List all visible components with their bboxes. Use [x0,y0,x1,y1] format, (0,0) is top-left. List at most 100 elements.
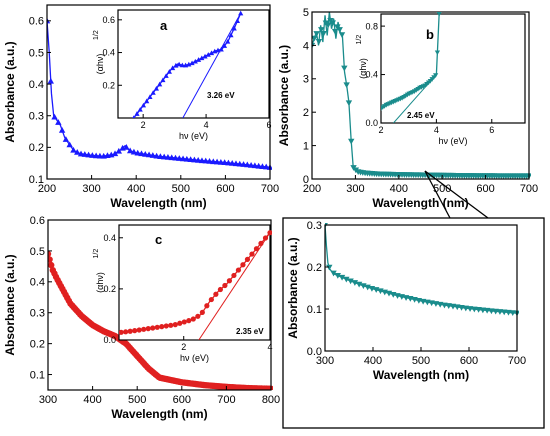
inset-y-label: (αhν) 1/2 [93,249,105,293]
marker-10 [163,323,169,329]
marker-7 [70,146,77,153]
series-markers [312,17,531,179]
inset-x-label: hν (eV) [179,131,208,141]
marker-8 [355,281,363,288]
marker-29 [249,251,255,257]
marker-19 [192,58,198,64]
marker-20 [208,296,214,303]
marker-3 [55,119,62,125]
marker-53 [244,161,251,168]
x-tick-label: 500 [172,183,190,195]
marker-7 [324,22,332,29]
marker-6 [150,90,156,95]
x-tick-label: 400 [390,183,408,195]
panel-a: 200 300 400 500 600 700 0.1 0.2 0.3 0.4 0.5 0.6 Wave… [3,4,279,210]
marker-4 [318,27,325,33]
marker-23 [205,52,211,57]
x-tick-label: 6 [266,120,271,130]
marker-17 [348,138,355,145]
marker-59 [266,164,272,170]
marker-31 [231,25,237,31]
inset-y-label-exp: 1/2 [93,30,100,40]
x-tick-label: 6 [489,125,494,135]
marker-21 [213,291,219,297]
marker-37 [479,307,487,314]
y-tick-label: 0.2 [30,338,45,350]
y-tick-label: 0.2 [307,262,322,274]
inset-y-label-exp: 1/2 [93,249,100,259]
marker-3 [132,328,138,334]
plot-frame [324,224,518,352]
x-tick-label: 4 [434,125,439,135]
marker-6 [66,141,73,148]
marker-29 [153,152,160,159]
marker-1 [326,264,333,271]
marker-0 [312,42,316,49]
marker-2 [127,328,133,334]
marker-16 [190,316,196,322]
series-markers [119,230,272,335]
panel-zoom: 300 400 500 600 700 0.0 0.1 0.2 0.3 Wavelength (n… [286,220,526,382]
y-axis-label: Absorbance (a.u.) [277,45,291,146]
zoom-connector-right [424,170,489,219]
marker-22 [126,147,134,154]
y-tick-label: 4 [303,40,309,52]
x-axis-label: Wavelength (nm) [373,368,469,382]
x-axis-label: Wavelength (nm) [110,196,206,210]
plot-frame [117,9,270,119]
plot-frame [46,4,271,180]
x-tick-label: 300 [346,183,364,195]
marker-25 [231,272,237,279]
x-tick-label: 4 [267,342,272,352]
marker-56 [255,162,262,169]
y-tick-label: 0.5 [30,246,45,258]
panel-label: a [160,18,168,33]
marker-13 [338,32,346,39]
panel-label: b [426,27,434,42]
inset-y-label-base: (αhν) [95,272,105,293]
marker-19 [115,147,123,154]
marker-2 [51,113,58,120]
marker-10 [331,28,339,35]
series-markers [132,10,244,118]
x-tick-label: 800 [262,394,280,406]
marker-4 [58,126,66,133]
marker-33 [238,10,244,16]
plot-frame [380,13,526,124]
marker-1 [123,329,129,335]
y-tick-label: 0.5 [29,47,44,59]
marker-32 [434,50,440,56]
inset-y-label: (αhν) 1/2 [356,35,368,79]
inset-y-label: (αhν) 1/2 [93,30,105,74]
series-markers [47,17,272,170]
marker-20 [195,57,202,62]
marker-18 [111,150,119,157]
x-tick-label: 600 [460,355,478,367]
marker-3 [315,39,323,45]
marker-14 [176,61,182,67]
y-tick-label: 0.8 [365,21,378,31]
marker-21 [123,143,130,150]
plot-frame [47,219,272,391]
zoom-connector-left [424,170,451,219]
marker-22 [217,286,223,293]
marker-2 [330,270,337,277]
x-axis-label: Wavelength (nm) [372,196,468,210]
marker-10 [81,151,88,157]
marker-29 [225,38,231,44]
marker-15 [186,318,192,324]
marker-5 [141,326,147,332]
x-tick-label: 700 [508,355,526,367]
y-tick-label: 0.1 [307,304,322,316]
marker-12 [336,27,343,33]
marker-33 [267,230,272,236]
x-tick-label: 200 [38,183,56,195]
y-tick-label: 0.3 [307,220,322,232]
marker-38 [483,307,491,314]
y-tick-label: 0.4 [103,233,116,243]
x-tick-label: 4 [204,120,209,130]
marker-25 [138,150,145,157]
series-markers [325,223,519,317]
marker-27 [240,262,246,268]
marker-11 [166,69,172,74]
